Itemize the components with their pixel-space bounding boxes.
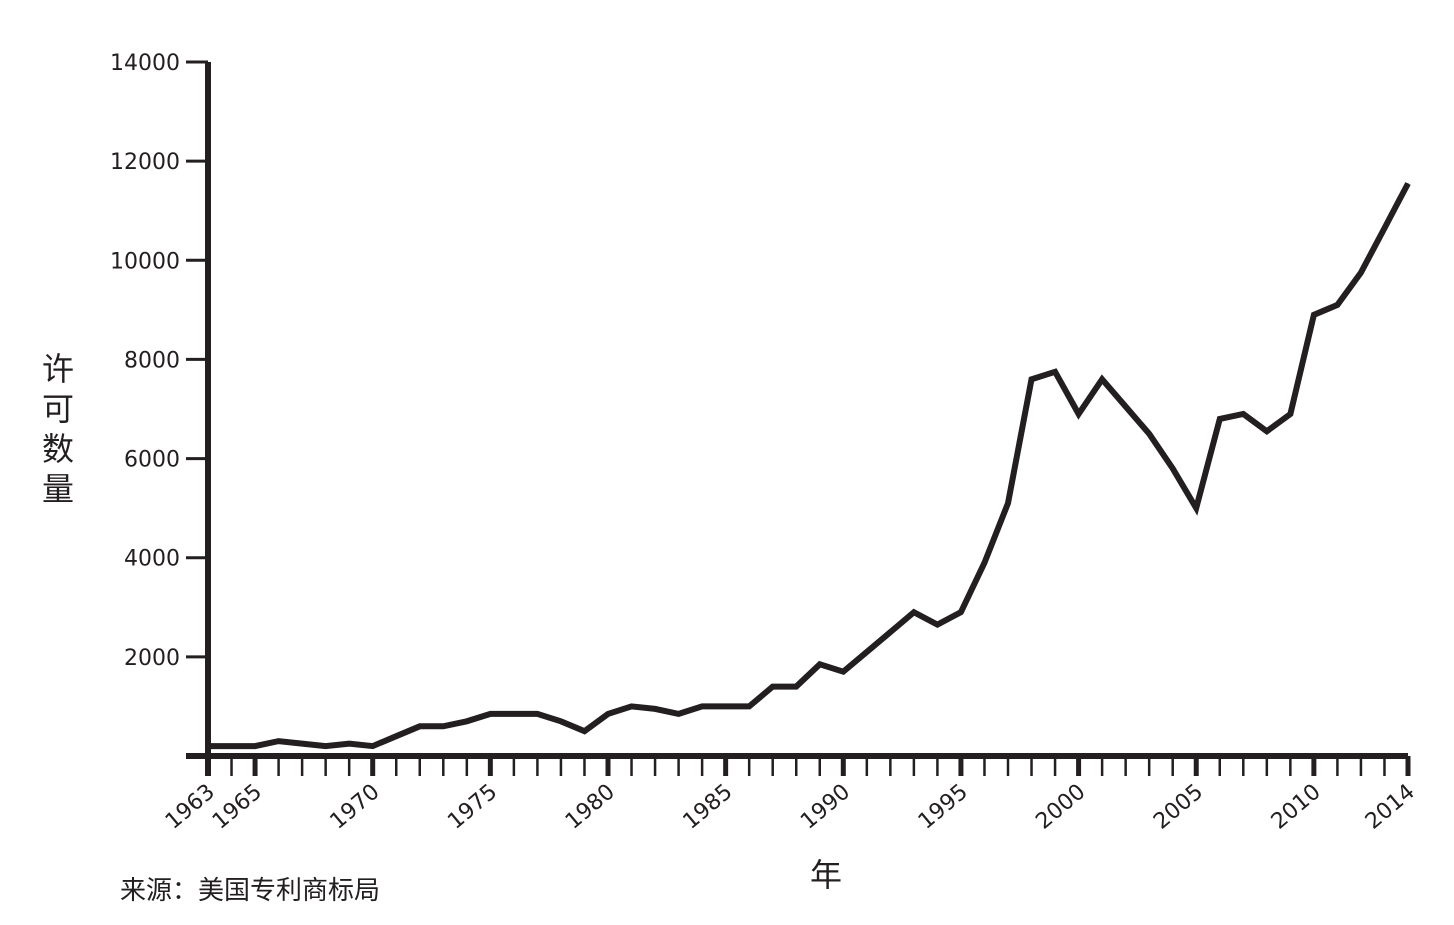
y-tick-label: 2000 bbox=[124, 646, 180, 671]
data-point bbox=[1313, 314, 1315, 316]
data-point bbox=[1242, 413, 1244, 415]
y-tick-label: 4000 bbox=[124, 547, 180, 572]
data-point bbox=[301, 743, 303, 745]
x-tick-label: 1963 bbox=[161, 779, 220, 834]
x-axis-title: 年 bbox=[810, 856, 842, 894]
data-point bbox=[936, 624, 938, 626]
data-point bbox=[889, 631, 891, 633]
data-point bbox=[607, 713, 609, 715]
y-axis-ticks bbox=[186, 60, 208, 659]
y-tick-label: 14000 bbox=[110, 51, 180, 76]
data-point bbox=[983, 562, 985, 564]
data-point bbox=[631, 705, 633, 707]
data-point bbox=[748, 705, 750, 707]
data-point bbox=[819, 663, 821, 665]
data-point bbox=[231, 745, 233, 747]
data-point bbox=[772, 686, 774, 688]
data-point bbox=[560, 720, 562, 722]
x-tick-label: 1970 bbox=[326, 779, 385, 834]
data-point bbox=[1360, 272, 1362, 274]
data-point bbox=[1219, 418, 1221, 420]
data-point bbox=[1054, 371, 1056, 373]
data-point bbox=[348, 743, 350, 745]
x-tick-label: 1975 bbox=[443, 779, 502, 834]
data-point bbox=[325, 745, 327, 747]
data-point bbox=[701, 705, 703, 707]
data-point bbox=[1407, 182, 1409, 184]
y-tick-label: 12000 bbox=[110, 150, 180, 175]
data-point bbox=[1289, 413, 1291, 415]
data-point bbox=[913, 611, 915, 613]
data-point bbox=[1125, 406, 1127, 408]
data-point bbox=[489, 713, 491, 715]
series-layer bbox=[207, 182, 1411, 750]
data-point bbox=[960, 611, 962, 613]
data-point bbox=[466, 720, 468, 722]
data-point bbox=[678, 713, 680, 715]
x-tick-label: 2005 bbox=[1149, 779, 1208, 834]
data-point bbox=[795, 686, 797, 688]
data-point bbox=[1172, 467, 1174, 469]
data-point bbox=[1383, 227, 1385, 229]
data-point bbox=[1101, 378, 1103, 380]
x-tick-label: 1985 bbox=[679, 779, 738, 834]
y-tick-label: 6000 bbox=[124, 448, 180, 473]
data-point bbox=[866, 651, 868, 653]
data-point bbox=[725, 705, 727, 707]
y-axis-title: 许可数量 bbox=[42, 350, 74, 508]
y-tick-label: 10000 bbox=[110, 249, 180, 274]
x-tick-label: 1990 bbox=[796, 779, 855, 834]
data-point bbox=[254, 745, 256, 747]
y-tick-label: 8000 bbox=[124, 348, 180, 373]
data-point bbox=[1078, 413, 1080, 415]
data-point bbox=[1336, 304, 1338, 306]
data-point bbox=[278, 740, 280, 742]
x-tick-label: 1965 bbox=[208, 779, 267, 834]
x-tick-label: 2010 bbox=[1267, 779, 1326, 834]
data-point bbox=[1031, 378, 1033, 380]
data-point bbox=[1195, 507, 1197, 509]
data-point bbox=[1007, 502, 1009, 504]
x-axis-ticks bbox=[205, 756, 1411, 776]
data-point bbox=[842, 671, 844, 673]
data-point bbox=[442, 725, 444, 727]
x-tick-label: 1995 bbox=[914, 779, 973, 834]
x-tick-label: 2000 bbox=[1031, 779, 1090, 834]
data-point bbox=[583, 730, 585, 732]
data-point bbox=[1266, 430, 1268, 432]
source-note: 来源：美国专利商标局 bbox=[120, 876, 380, 906]
data-point bbox=[207, 745, 209, 747]
data-point bbox=[654, 708, 656, 710]
data-point bbox=[395, 735, 397, 737]
data-point bbox=[372, 745, 374, 747]
data-point bbox=[419, 725, 421, 727]
y-axis-tick-labels: 2000 4000 6000 8000 10000 12000 14000 bbox=[110, 51, 180, 671]
data-point bbox=[1148, 433, 1150, 435]
series-line bbox=[208, 182, 1411, 750]
x-tick-label: 2014 bbox=[1361, 779, 1420, 834]
data-point bbox=[536, 713, 538, 715]
x-tick-label: 1980 bbox=[561, 779, 620, 834]
data-point bbox=[513, 713, 515, 715]
